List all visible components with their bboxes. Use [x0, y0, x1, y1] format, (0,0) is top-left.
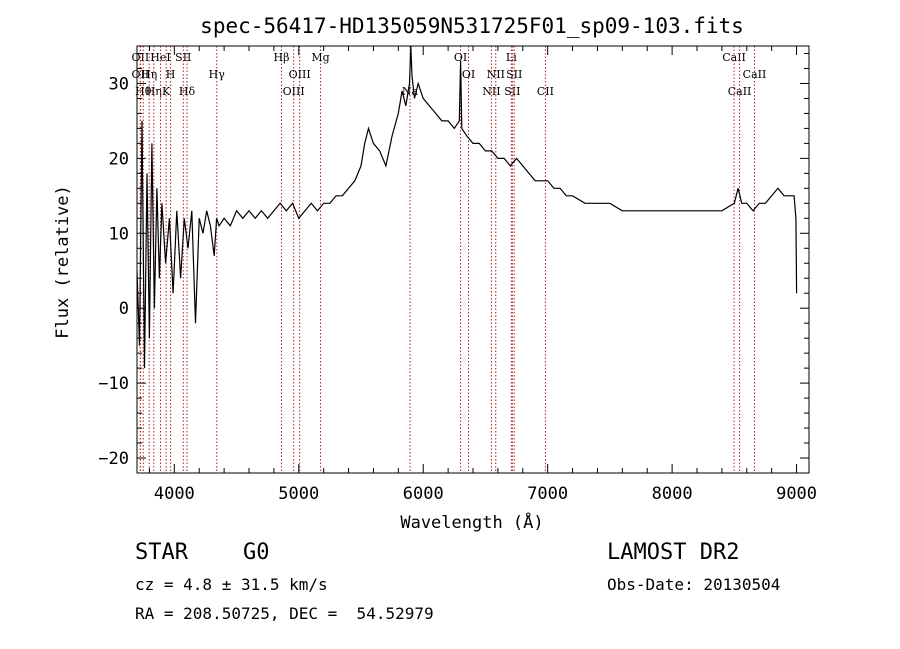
spectrum-line-0 — [137, 46, 798, 369]
x-tick-label-5: 9000 — [776, 484, 817, 504]
x-tick-label-0: 4000 — [154, 484, 195, 504]
line-marker-label-8: SII — [175, 51, 191, 64]
line-marker-label-25: CaII — [728, 85, 752, 98]
line-marker-label-10: Hγ — [209, 68, 226, 81]
x-tick-label-1: 5000 — [278, 484, 319, 504]
coordinates-info: RA = 208.50725, DEC = 54.52979 — [135, 604, 434, 623]
line-markers: OIIOIIHθHηHηHeIKHSIIHδHγHβOIIIOIIIMgNaOI… — [132, 46, 767, 473]
line-marker-label-26: CaII — [743, 68, 767, 81]
line-marker-label-2: Hθ — [135, 85, 152, 98]
line-marker-label-4: Hη — [146, 85, 162, 98]
obs-date: Obs-Date: 20130504 — [607, 575, 781, 594]
line-marker-label-19: NII — [487, 68, 505, 81]
y-tick-label-0: −20 — [98, 449, 129, 469]
line-marker-label-6: K — [162, 85, 171, 98]
line-marker-label-22: SII — [506, 68, 522, 81]
line-marker-label-3: Hη — [141, 68, 157, 81]
x-tick-label-4: 8000 — [652, 484, 693, 504]
line-marker-label-24: CaII — [722, 51, 746, 64]
y-tick-label-5: 30 — [109, 74, 129, 94]
line-marker-label-1: OII — [132, 68, 150, 81]
line-marker-label-11: Hβ — [274, 51, 290, 64]
line-marker-label-13: OIII — [289, 68, 311, 81]
line-marker-label-14: Mg — [311, 51, 329, 64]
y-tick-label-2: 0 — [119, 299, 129, 319]
line-marker-label-16: OI — [454, 51, 467, 64]
y-tick-label-3: 10 — [109, 224, 129, 244]
line-marker-label-17: OI — [462, 68, 475, 81]
line-marker-label-7: H — [166, 68, 176, 81]
spectrum-series — [137, 46, 798, 369]
object-class: STAR — [135, 540, 188, 565]
x-tick-label-3: 7000 — [527, 484, 568, 504]
chart-title: spec-56417-HD135059N531725F01_sp09-103.f… — [200, 14, 744, 38]
line-marker-label-18: NII — [482, 85, 500, 98]
line-marker-label-5: HeI — [150, 51, 170, 64]
y-tick-label-1: −10 — [98, 374, 129, 394]
line-marker-label-21: SII — [504, 85, 520, 98]
plot-frame — [136, 45, 810, 474]
y-axis-label: Flux (relative) — [53, 185, 73, 339]
survey-name: LAMOST DR2 — [607, 540, 740, 565]
redshift-info: cz = 4.8 ± 31.5 km/s — [135, 575, 328, 594]
object-subclass: G0 — [243, 540, 270, 565]
y-tick-label-4: 20 — [109, 149, 129, 169]
x-axis-label: Wavelength (Å) — [400, 511, 543, 533]
line-marker-label-9: Hδ — [179, 85, 196, 98]
line-marker-label-23: CII — [537, 85, 554, 98]
x-tick-label-2: 6000 — [403, 484, 444, 504]
line-marker-label-20: Li — [506, 51, 517, 64]
axis-ticks: 4000 5000 6000 7000 8000 9000 −20 −10 0 10 20 30 — [98, 46, 817, 504]
line-marker-label-12: OIII — [283, 85, 305, 98]
